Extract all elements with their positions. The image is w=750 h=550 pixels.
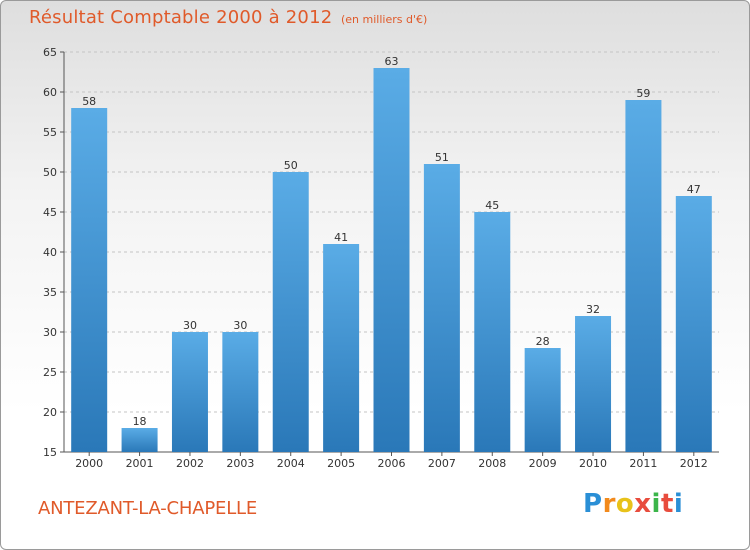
bar-2000 <box>71 108 108 452</box>
brand-letter: o <box>615 489 635 519</box>
value-label-2006: 63 <box>385 55 399 68</box>
y-tick-label: 20 <box>43 406 57 419</box>
value-label-2009: 28 <box>536 335 550 348</box>
x-tick-label-2002: 2002 <box>176 457 204 470</box>
value-label-2000: 58 <box>82 95 96 108</box>
chart-subtitle: (en milliers d'€) <box>341 13 428 26</box>
brand-letter: x <box>634 489 652 519</box>
x-tick-label-2000: 2000 <box>75 457 103 470</box>
bars <box>71 68 712 452</box>
brand-letter: P <box>583 489 603 519</box>
bar-2006 <box>373 68 410 452</box>
brand-letter: t <box>660 489 674 519</box>
bar-2007 <box>423 164 460 452</box>
bar-2001 <box>121 428 158 452</box>
x-tick-label-2010: 2010 <box>579 457 607 470</box>
x-tick-label-2004: 2004 <box>277 457 305 470</box>
value-label-2012: 47 <box>687 183 701 196</box>
y-tick-label: 15 <box>43 446 57 459</box>
x-tick-label-2009: 2009 <box>529 457 557 470</box>
x-tick-label-2012: 2012 <box>680 457 708 470</box>
bar-2008 <box>474 212 511 452</box>
value-label-2004: 50 <box>284 159 298 172</box>
y-tick-label: 25 <box>43 366 57 379</box>
y-tick-label: 40 <box>43 246 57 259</box>
bar-2010 <box>575 316 612 452</box>
bar-2012 <box>675 196 712 452</box>
bar-2003 <box>222 332 259 452</box>
x-tick-label-2006: 2006 <box>378 457 406 470</box>
y-tick-label: 30 <box>43 326 57 339</box>
value-label-2008: 45 <box>485 199 499 212</box>
brand-letter: i <box>651 489 661 519</box>
x-tick-label-2005: 2005 <box>327 457 355 470</box>
bar-2004 <box>272 172 309 452</box>
value-label-2002: 30 <box>183 319 197 332</box>
bar-2005 <box>323 244 360 452</box>
place-name: ANTEZANT-LA-CHAPELLE <box>38 498 258 519</box>
y-tick-label: 45 <box>43 206 57 219</box>
value-label-2001: 18 <box>133 415 147 428</box>
bar-2011 <box>625 100 662 452</box>
y-tick-label: 55 <box>43 126 57 139</box>
bar-2002 <box>171 332 208 452</box>
x-tick-label-2011: 2011 <box>629 457 657 470</box>
y-tick-label: 35 <box>43 286 57 299</box>
value-label-2011: 59 <box>636 87 650 100</box>
x-tick-label-2003: 2003 <box>226 457 254 470</box>
x-tick-label-2007: 2007 <box>428 457 456 470</box>
labels: 15 20 25 30 35 40 45 50 55 60 65 58 2000 18 2001 30 2002… <box>43 46 708 470</box>
x-tick-label-2001: 2001 <box>126 457 154 470</box>
x-tick-label-2008: 2008 <box>478 457 506 470</box>
value-label-2003: 30 <box>233 319 247 332</box>
value-label-2007: 51 <box>435 151 449 164</box>
value-label-2010: 32 <box>586 303 600 316</box>
chart-title: Résultat Comptable 2000 à 2012 <box>29 7 333 28</box>
brand-letter: i <box>673 489 684 519</box>
bar-2009 <box>524 348 561 452</box>
value-label-2005: 41 <box>334 231 348 244</box>
y-tick-label: 60 <box>43 86 57 99</box>
brand-letter: r <box>602 489 616 519</box>
brand-logo: Proxiti <box>583 489 683 519</box>
y-tick-label: 65 <box>43 46 57 59</box>
y-tick-label: 50 <box>43 166 57 179</box>
